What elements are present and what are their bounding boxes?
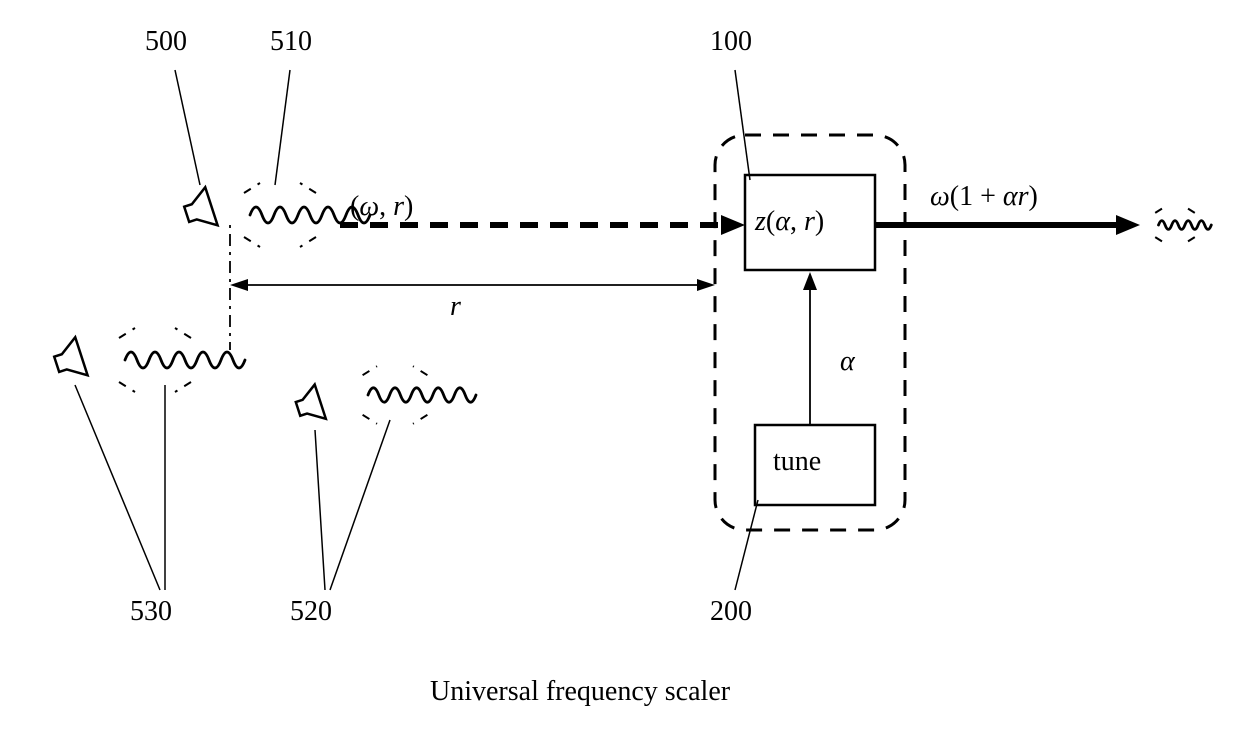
leader-line [175, 70, 200, 185]
ref-200: 200 [710, 596, 752, 627]
output-label: ω(1 + αr) [930, 181, 1038, 212]
leader-line [735, 70, 750, 180]
speaker-icon [51, 337, 88, 383]
figure-caption: Universal frequency scaler [430, 676, 731, 707]
speaker-icon [181, 187, 218, 233]
signal-output-arrow [875, 215, 1140, 235]
leader-line [330, 420, 390, 590]
ref-530: 530 [130, 596, 172, 627]
leader-line [275, 70, 290, 185]
alpha-label: α [840, 346, 856, 377]
alpha-arrow [803, 272, 817, 425]
wave-icon [363, 366, 476, 424]
ref-520: 520 [290, 596, 332, 627]
r-dimension [230, 279, 715, 291]
block-tune-label: tune [773, 446, 821, 477]
wave-icon [1155, 207, 1211, 242]
ref-500: 500 [145, 26, 187, 57]
speaker-icon [292, 385, 325, 426]
wave-icon [119, 328, 245, 392]
r-label: r [450, 291, 461, 322]
leader-line [75, 385, 160, 590]
leader-line [735, 500, 758, 590]
ref-510: 510 [270, 26, 312, 57]
ref-100: 100 [710, 26, 752, 57]
leader-line [315, 430, 325, 590]
block-z-label: z(α, r) [754, 206, 824, 237]
diagram-canvas: z(α, r) tune α r (ω, r) ω(1 + αr) 500 51… [0, 0, 1244, 735]
